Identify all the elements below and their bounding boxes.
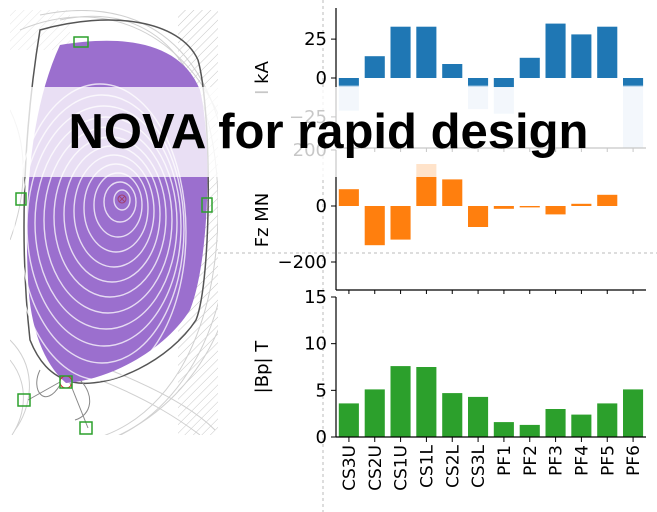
x-tick-label: PF3 — [547, 445, 567, 476]
y-tick-label: 0 — [316, 68, 327, 89]
bar — [416, 367, 437, 437]
bar — [338, 189, 359, 206]
x-tick-label: PF1 — [495, 445, 515, 476]
x-marker-icon — [117, 194, 127, 204]
coil-square-icon — [73, 36, 89, 48]
bar — [519, 424, 540, 437]
x-tick-label: PF4 — [572, 445, 592, 476]
x-tick-label: CS1U — [392, 445, 412, 491]
y-tick-label: 0 — [316, 196, 327, 217]
x-tick-label: PF2 — [521, 445, 541, 476]
y-axis-label: Fz MN — [252, 193, 273, 248]
y-tick-label: 5 — [316, 380, 327, 401]
bar — [597, 26, 618, 78]
bar — [571, 34, 592, 78]
bar — [519, 206, 540, 208]
chart-panel-3: 0 5 10 15 |Bp| T — [252, 287, 646, 448]
y-tick-label: 10 — [304, 334, 327, 355]
bar — [390, 206, 411, 240]
x-tick-label: PF5 — [598, 445, 618, 476]
x-tick-label: CS2L — [443, 444, 463, 487]
bar — [364, 56, 385, 78]
bar — [416, 26, 437, 78]
bar — [493, 78, 514, 88]
banner-title: NOVA for rapid design — [68, 105, 589, 159]
bar — [597, 403, 618, 437]
y-tick-label: −200 — [278, 252, 327, 273]
bar — [597, 194, 618, 206]
bar — [338, 78, 359, 86]
coil-square-icon — [59, 375, 73, 389]
bar — [519, 57, 540, 78]
bar — [571, 414, 592, 437]
bar — [390, 26, 411, 78]
bar — [364, 389, 385, 437]
bar — [468, 206, 489, 227]
outer-flux-lines — [10, 10, 218, 435]
bar — [468, 396, 489, 437]
bar — [545, 206, 566, 215]
coil-square-icon — [79, 421, 93, 435]
title-banner — [0, 87, 657, 177]
bar — [571, 203, 592, 206]
y-tick-label: 0 — [316, 427, 327, 448]
x-tick-label: CS2U — [366, 445, 386, 491]
bar — [623, 78, 644, 86]
bar — [442, 393, 463, 437]
bar — [364, 206, 385, 246]
bar — [338, 403, 359, 437]
divertor-legs — [27, 369, 90, 429]
bar — [468, 78, 489, 86]
bar — [623, 389, 644, 437]
coil-square-icon — [15, 192, 27, 206]
y-tick-label: 25 — [304, 29, 327, 50]
equilibrium-plot — [10, 10, 218, 435]
bar — [545, 409, 566, 437]
x-tick-label: PF6 — [624, 445, 644, 476]
bar — [390, 366, 411, 437]
bar — [493, 422, 514, 437]
x-tick-label: CS3L — [469, 444, 489, 487]
bar — [442, 179, 463, 206]
bar — [545, 23, 566, 79]
bar — [493, 206, 514, 209]
x-tick-label: CS3U — [340, 445, 360, 491]
bar — [442, 64, 463, 78]
x-tick-label: CS1L — [417, 444, 437, 487]
coil-square-icon — [201, 197, 213, 213]
y-axis-label: I kA — [252, 60, 273, 94]
coil-square-icon — [17, 393, 31, 407]
y-axis-label: |Bp| T — [252, 340, 273, 394]
y-tick-label: 15 — [304, 287, 327, 308]
first-wall — [23, 19, 210, 384]
